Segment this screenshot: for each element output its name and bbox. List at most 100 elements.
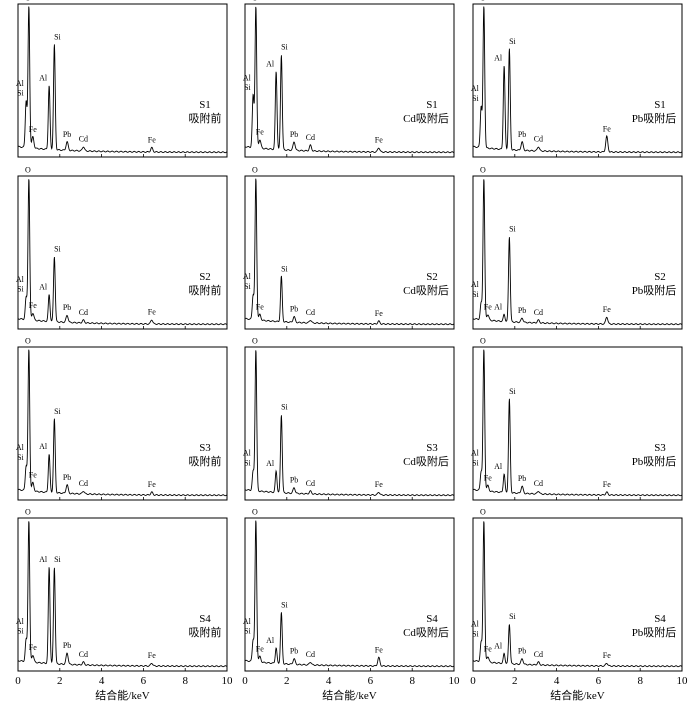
peak-label-al: Al (39, 442, 48, 451)
peak-label-pb: Pb (63, 303, 71, 312)
x-tick-label: 10 (222, 675, 234, 687)
peak-label-pb: Pb (290, 130, 298, 139)
condition-label: Cd吸附后 (403, 111, 449, 125)
peak-label-pb: Pb (63, 641, 71, 650)
peak-label-si: Si (17, 89, 24, 98)
x-tick-label: 8 (637, 675, 643, 687)
x-tick-label: 2 (512, 675, 518, 687)
condition-label: 吸附前 (189, 625, 222, 639)
peak-label-cd: Cd (306, 479, 315, 488)
peak-label-o: O (25, 166, 31, 175)
peak-label-o: O (480, 508, 486, 517)
peak-label-pb: Pb (290, 305, 298, 314)
panel-frame (472, 346, 683, 501)
peak-label-al: Al (16, 79, 25, 88)
peak-label-o: O (25, 0, 31, 3)
x-tick-label: 6 (368, 675, 374, 687)
peak-label-fe: Fe (375, 136, 383, 145)
peak-label-fe: Fe (256, 303, 264, 312)
peak-label-fe: Fe (256, 645, 264, 654)
x-axis-title: 结合能/keV (322, 688, 376, 702)
spectrum-line (244, 6, 455, 154)
peak-label-o: O (480, 166, 486, 175)
peak-label-pb: Pb (518, 130, 526, 139)
peak-label-si: Si (281, 43, 288, 52)
peak-label-al: Al (471, 84, 480, 93)
panel-frame (472, 3, 683, 158)
condition-label: 吸附前 (189, 454, 222, 468)
peak-label-fe: Fe (603, 480, 611, 489)
peak-label-cd: Cd (534, 308, 543, 317)
peak-label-fe: Fe (484, 645, 492, 654)
condition-label: Pb吸附后 (632, 625, 677, 639)
peak-label-o: O (252, 0, 258, 2)
peak-label-si: Si (509, 387, 516, 396)
peak-label-fe: Fe (148, 136, 156, 145)
spectrum-line (244, 350, 455, 497)
peak-label-fe: Fe (603, 305, 611, 314)
peak-label-si: Si (54, 407, 61, 416)
spectrum-line (17, 349, 228, 497)
peak-label-si: Si (509, 612, 516, 621)
sample-label: S1 (426, 99, 438, 111)
x-tick-label: 0 (15, 675, 21, 687)
peak-label-pb: Pb (63, 130, 71, 139)
peak-label-al: Al (243, 449, 252, 458)
peak-label-al: Al (494, 642, 503, 651)
panel-frame (17, 517, 228, 672)
peak-label-o: O (480, 337, 486, 346)
sample-label: S2 (426, 271, 438, 283)
spectrum-line (17, 6, 228, 154)
spectrum-line (244, 178, 455, 326)
peak-label-pb: Pb (63, 473, 71, 482)
spectrum-line (472, 521, 683, 668)
peak-label-o: O (25, 508, 31, 517)
peak-label-al: Al (266, 636, 275, 645)
panel-frame (244, 3, 455, 158)
peak-label-cd: Cd (79, 308, 88, 317)
peak-label-al: Al (494, 462, 503, 471)
sample-label: S2 (199, 271, 211, 283)
x-tick-label: 4 (326, 675, 332, 687)
peak-label-si: Si (17, 627, 24, 636)
peak-label-si: Si (509, 225, 516, 234)
panel-frame (472, 175, 683, 330)
peak-label-cd: Cd (306, 133, 315, 142)
peak-label-si: Si (244, 458, 251, 467)
panel-frame (472, 517, 683, 672)
peak-label-fe: Fe (484, 474, 492, 483)
panel-frame (244, 175, 455, 330)
sample-label: S1 (654, 99, 666, 111)
peak-label-si: Si (281, 264, 288, 273)
peak-label-si: Si (472, 629, 479, 638)
spectrum-panel-s1-1: OSiAlAlSiFePbCdFeS1吸附前 (16, 0, 228, 158)
peak-label-fe: Fe (603, 124, 611, 133)
x-tick-label: 2 (57, 675, 63, 687)
peak-label-al: Al (243, 73, 252, 82)
peak-label-pb: Pb (290, 647, 298, 656)
peak-label-si: Si (281, 601, 288, 610)
peak-label-cd: Cd (306, 308, 315, 317)
peak-label-si: Si (244, 282, 251, 291)
panel-frame (244, 517, 455, 672)
x-axis-title: 结合能/keV (550, 688, 604, 702)
peak-label-al: Al (471, 280, 480, 289)
peak-label-al: Al (266, 59, 275, 68)
sample-label: S3 (199, 442, 211, 454)
peak-label-al: Al (266, 459, 275, 468)
peak-label-si: Si (244, 627, 251, 636)
condition-label: 吸附前 (189, 283, 222, 297)
peak-label-fe: Fe (29, 643, 37, 652)
spectrum-line (472, 6, 683, 154)
peak-label-fe: Fe (148, 308, 156, 317)
spectrum-line (17, 521, 228, 668)
sample-label: S4 (426, 613, 438, 625)
